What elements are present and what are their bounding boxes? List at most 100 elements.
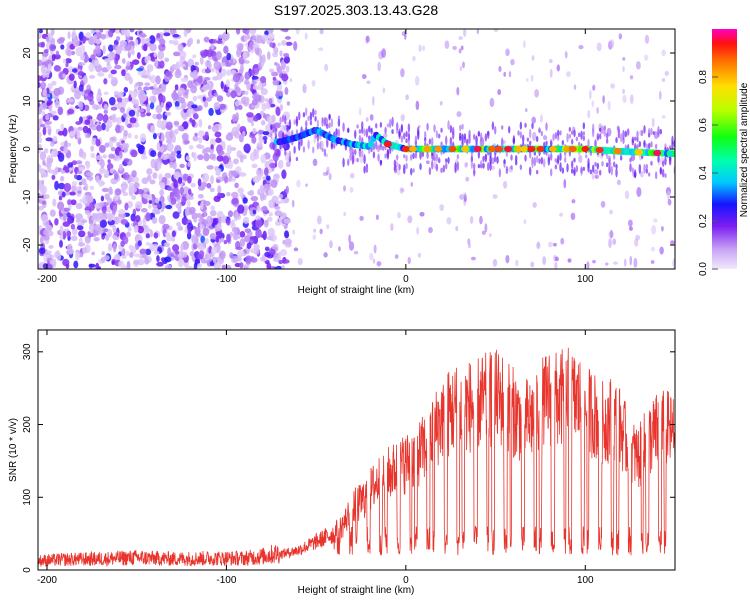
heatmap-cell <box>67 199 72 206</box>
heatmap-cell <box>122 172 130 181</box>
heatmap-cell <box>561 140 565 146</box>
heatmap-cell <box>319 29 324 35</box>
heatmap-cell <box>38 31 42 40</box>
heatmap-cell <box>633 136 637 141</box>
heatmap-cell <box>465 176 470 182</box>
heatmap-cell <box>582 135 586 142</box>
heatmap-cell <box>645 168 649 174</box>
heatmap-cell <box>235 246 243 251</box>
heatmap-cell <box>139 33 147 38</box>
heatmap-cell <box>452 126 455 136</box>
heatmap-cell <box>38 224 43 231</box>
heatmap-cell <box>390 223 394 231</box>
heatmap-cell <box>237 187 244 194</box>
snr-x-tick-label: -100 <box>216 575 236 586</box>
heatmap-cell <box>66 230 72 237</box>
heatmap-cell <box>328 122 331 129</box>
heatmap-cell <box>164 264 172 269</box>
snr-x-label: Height of straight line (km) <box>298 585 415 596</box>
heatmap-cell <box>405 130 408 138</box>
heatmap-cell <box>640 170 644 178</box>
heatmap-cell <box>279 50 283 57</box>
heatmap-cell <box>256 169 261 175</box>
heatmap-cell <box>302 112 306 118</box>
heatmap-cell <box>368 125 371 133</box>
heatmap-cell <box>227 210 234 218</box>
snr-x-tick-label: 0 <box>403 575 409 586</box>
heatmap-cell <box>314 109 317 116</box>
heatmap-cell <box>131 195 137 200</box>
heatmap-cell <box>134 201 143 209</box>
heatmap-cell <box>131 99 138 105</box>
heatmap-cell <box>130 90 138 99</box>
heatmap-cell <box>114 64 122 70</box>
heatmap-cell <box>233 158 239 165</box>
heatmap-cell <box>95 175 100 184</box>
heatmap-cell <box>244 34 248 42</box>
heatmap-cell <box>582 166 586 171</box>
heatmap-cell <box>76 129 81 140</box>
heatmap-cell <box>78 242 86 247</box>
heatmap-cell <box>192 54 197 59</box>
heatmap-cell <box>123 158 130 163</box>
heatmap-cell <box>71 68 78 73</box>
heatmap-cell <box>578 44 584 50</box>
heatmap-cell <box>293 119 296 125</box>
heatmap-cell <box>556 154 560 164</box>
heatmap-cell <box>264 30 269 36</box>
heatmap-cell <box>187 196 194 200</box>
heatmap-cell <box>255 86 260 91</box>
heatmap-cell <box>245 96 250 104</box>
heatmap-cell <box>38 75 42 82</box>
heatmap-cell <box>624 130 628 138</box>
heatmap-cell <box>216 222 222 232</box>
heatmap-cell <box>580 166 583 176</box>
heatmap-cell <box>137 240 142 247</box>
heatmap-cell <box>526 137 530 142</box>
heatmap-cell <box>158 94 166 104</box>
heatmap-cell <box>295 115 299 124</box>
heatmap-y-tick-label: -10 <box>22 189 33 204</box>
heatmap-cell <box>144 257 150 265</box>
heatmap-cell <box>435 163 439 172</box>
heatmap-cell <box>433 156 436 162</box>
heatmap-cell <box>83 104 90 112</box>
heatmap-cell <box>249 69 256 76</box>
heatmap-cell <box>605 162 609 168</box>
heatmap-cell <box>251 136 257 144</box>
heatmap-cell <box>47 82 53 90</box>
heatmap-cell <box>407 123 411 133</box>
heatmap-cell <box>226 218 231 226</box>
heatmap-cell <box>659 166 663 174</box>
heatmap-cell <box>231 197 239 205</box>
heatmap-cell <box>328 172 332 181</box>
heatmap-cell <box>396 122 399 131</box>
heatmap-cell <box>148 204 152 209</box>
heatmap-cell <box>464 162 468 168</box>
heatmap-cell <box>155 75 161 85</box>
heatmap-cell <box>525 108 528 113</box>
heatmap-cell <box>38 118 43 125</box>
heatmap-cell <box>568 133 572 139</box>
heatmap-cell <box>234 86 241 94</box>
heatmap-cell <box>283 259 290 264</box>
heatmap-cell <box>321 118 324 127</box>
heatmap-cell <box>184 229 188 234</box>
heatmap-cell <box>153 250 160 255</box>
heatmap-cell <box>295 156 299 162</box>
heatmap-cell <box>309 111 313 122</box>
heatmap-cell <box>39 151 47 161</box>
heatmap-cell <box>149 229 154 238</box>
heatmap-cell <box>242 216 250 224</box>
heatmap-cell <box>323 252 328 258</box>
heatmap-cell <box>487 162 490 172</box>
heatmap-cell <box>191 104 198 109</box>
heatmap-cell <box>201 181 207 188</box>
heatmap-cell <box>154 58 159 68</box>
heatmap-cell <box>198 245 206 251</box>
heatmap-cell <box>180 243 184 253</box>
heatmap-cell <box>215 235 220 243</box>
heatmap-cell <box>645 163 649 170</box>
heatmap-cell <box>414 151 418 159</box>
heatmap-cell <box>202 96 206 102</box>
